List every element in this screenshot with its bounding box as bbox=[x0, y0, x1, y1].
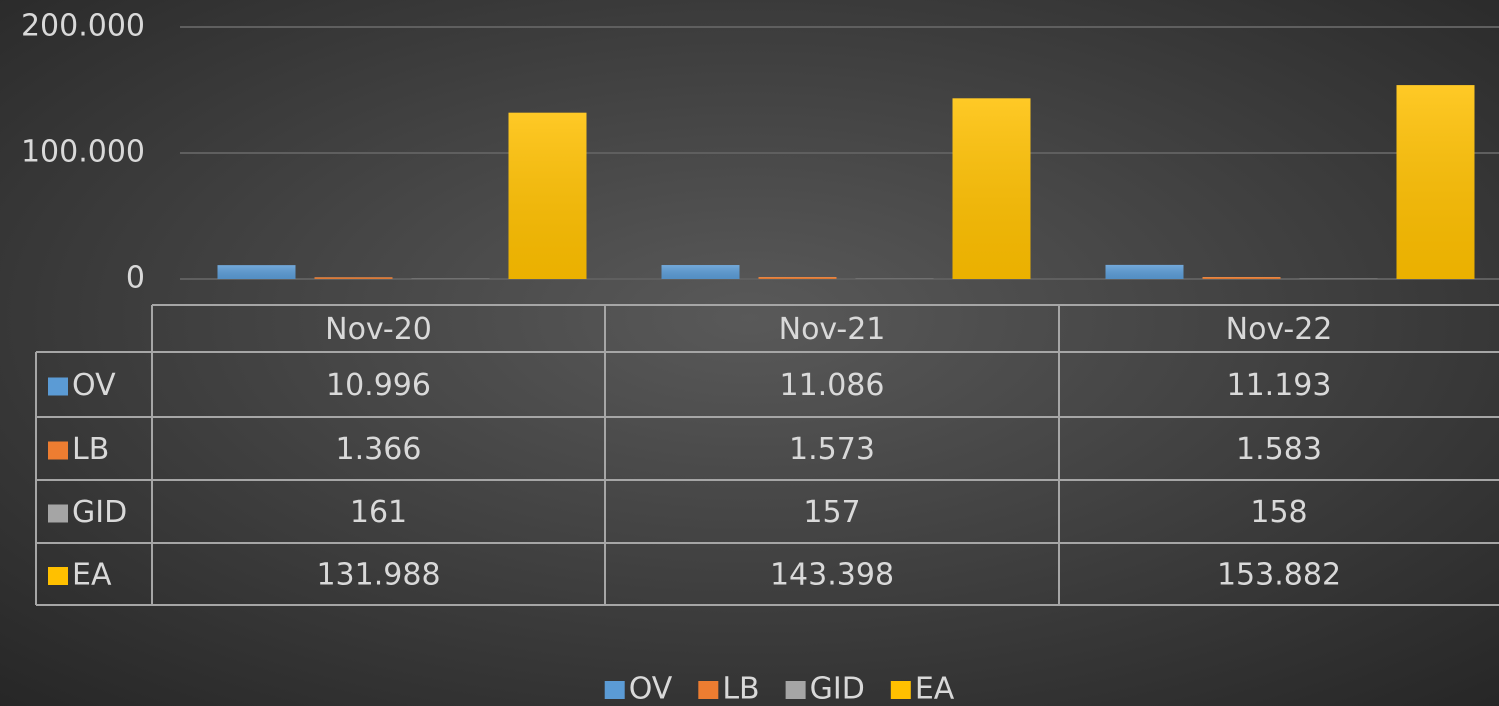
legend-swatch bbox=[48, 377, 68, 396]
table-header: Nov-21 bbox=[779, 312, 886, 347]
bar bbox=[314, 277, 393, 279]
legend-swatch bbox=[48, 567, 68, 585]
table-cell: 1.583 bbox=[1236, 432, 1322, 467]
legend-label: EA bbox=[915, 672, 955, 706]
bar bbox=[1202, 277, 1281, 279]
table-cell: 131.988 bbox=[316, 558, 440, 593]
bar bbox=[1105, 264, 1184, 279]
legend-label: LB bbox=[722, 672, 759, 706]
table-row-label: OV bbox=[72, 368, 116, 403]
table-header: Nov-20 bbox=[325, 312, 432, 347]
table-header: Nov-22 bbox=[1226, 312, 1333, 347]
bar bbox=[217, 265, 296, 279]
table-cell: 10.996 bbox=[326, 368, 431, 403]
table-row-label: GID bbox=[72, 495, 127, 530]
bar bbox=[508, 112, 587, 279]
table-cell: 161 bbox=[350, 495, 407, 530]
legend-label: GID bbox=[810, 672, 865, 706]
bar bbox=[758, 277, 837, 279]
bar bbox=[952, 98, 1031, 280]
table-row-label: EA bbox=[72, 558, 112, 593]
table-cell: 1.573 bbox=[789, 432, 875, 467]
y-tick-label: 100.000 bbox=[21, 135, 145, 170]
legend-swatch bbox=[604, 681, 625, 699]
legend-swatch bbox=[785, 681, 806, 699]
legend-swatch bbox=[890, 681, 911, 699]
bar bbox=[1396, 85, 1475, 280]
table-cell: 1.366 bbox=[336, 432, 422, 467]
table-cell: 153.882 bbox=[1217, 558, 1341, 593]
y-tick-label: 200.000 bbox=[21, 9, 145, 44]
table-row-label: LB bbox=[72, 432, 109, 467]
y-tick-label: 0 bbox=[126, 261, 145, 296]
table-cell: 143.398 bbox=[770, 558, 894, 593]
table-cell: 158 bbox=[1250, 495, 1307, 530]
legend: OV LB GID EA bbox=[604, 672, 955, 706]
legend-swatch bbox=[698, 681, 719, 699]
legend-swatch bbox=[48, 504, 68, 523]
table-cell: 157 bbox=[803, 495, 860, 530]
legend-swatch bbox=[48, 441, 68, 460]
table-cell: 11.086 bbox=[780, 368, 885, 403]
legend-label: OV bbox=[629, 672, 673, 706]
bar bbox=[661, 265, 740, 279]
table-cell: 11.193 bbox=[1227, 368, 1332, 403]
